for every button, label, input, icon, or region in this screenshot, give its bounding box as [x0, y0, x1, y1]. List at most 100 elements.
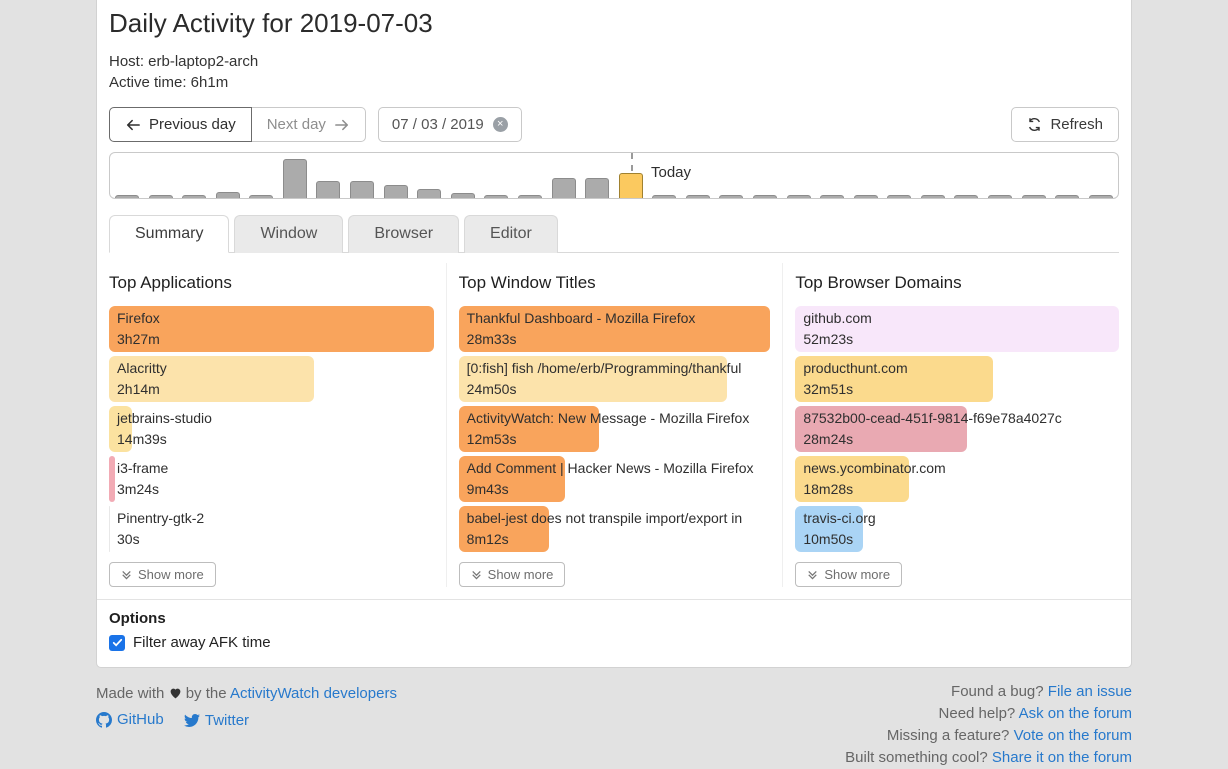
timeline-bar[interactable] [517, 195, 542, 198]
timeline-bar[interactable] [988, 195, 1013, 198]
usage-item[interactable]: 87532b00-cead-451f-9814-f69e78a4027c 28m2… [795, 406, 1119, 452]
usage-item[interactable]: Pinentry-gtk-2 30s [109, 506, 434, 552]
timeline-bar[interactable] [1021, 195, 1046, 198]
tab-editor[interactable]: Editor [464, 215, 558, 253]
host-line: Host: erb-laptop2-arch [109, 53, 259, 70]
refresh-button[interactable]: Refresh [1011, 107, 1119, 142]
usage-item[interactable]: jetbrains-studio 14m39s [109, 406, 434, 452]
date-input[interactable]: 07 / 03 / 2019 × [377, 107, 522, 142]
usage-bar [458, 456, 565, 502]
timeline-bar[interactable] [820, 195, 845, 198]
show-more-button[interactable]: Show more [795, 562, 903, 587]
divider [97, 599, 1131, 600]
usage-bar [458, 506, 550, 552]
previous-day-button[interactable]: Previous day [109, 107, 252, 142]
timeline-bar[interactable] [551, 178, 576, 198]
usage-bar [109, 356, 314, 402]
usage-bar [795, 456, 909, 502]
usage-bar [109, 406, 132, 452]
column-title: Top Browser Domains [795, 273, 962, 292]
share-on-forum-link[interactable]: Share it on the forum [991, 749, 1132, 766]
timeline-bar[interactable] [1088, 195, 1113, 198]
timeline-bar[interactable] [786, 195, 811, 198]
timeline-bar[interactable] [383, 185, 408, 198]
timeline-bar-today[interactable] [618, 173, 643, 198]
filter-afk-checkbox[interactable] [109, 634, 125, 651]
vote-on-forum-link[interactable]: Vote on the forum [1013, 727, 1132, 744]
usage-label: Pinentry-gtk-2 [117, 510, 205, 526]
usage-bar [458, 406, 599, 452]
timeline-bar[interactable] [215, 192, 240, 198]
usage-duration: 2h14m [117, 381, 160, 397]
twitter-link[interactable]: Twitter [204, 712, 250, 729]
usage-bar [109, 306, 434, 352]
usage-item[interactable]: babel-jest does not transpile import/exp… [458, 506, 771, 552]
timeline-bar[interactable] [249, 195, 274, 198]
timeline-bar[interactable] [853, 195, 878, 198]
usage-item[interactable]: [0:fish] fish /home/erb/Programming/than… [458, 356, 771, 402]
clear-date-icon[interactable]: × [492, 117, 508, 132]
timeline-bar[interactable] [920, 195, 945, 198]
usage-item[interactable]: github.com 52m23s [795, 306, 1119, 352]
timeline-bar[interactable] [752, 195, 777, 198]
usage-bar [795, 306, 1119, 352]
ask-on-forum-link[interactable]: Ask on the forum [1018, 705, 1132, 722]
usage-item[interactable]: Add Comment | Hacker News - Mozilla Fire… [458, 456, 771, 502]
chevron-double-down-icon [807, 569, 818, 580]
usage-item[interactable]: travis-ci.org 10m50s [795, 506, 1119, 552]
tab-summary[interactable]: Summary [109, 215, 230, 253]
developers-link[interactable]: ActivityWatch developers [229, 685, 397, 702]
usage-duration: 28m24s [803, 431, 854, 447]
show-more-button[interactable]: Show more [109, 562, 216, 587]
github-icon [96, 712, 112, 728]
timeline: Today [109, 152, 1119, 199]
active-time-line: Active time: 6h1m [109, 74, 229, 91]
timeline-bar[interactable] [417, 189, 442, 198]
date-value: 07 / 03 / 2019 [391, 116, 484, 133]
timeline-bar[interactable] [685, 195, 710, 198]
timeline-bar[interactable] [450, 193, 475, 198]
usage-duration: 18m28s [803, 481, 854, 497]
usage-item[interactable]: ActivityWatch: New Message - Mozilla Fir… [458, 406, 771, 452]
timeline-bar[interactable] [148, 195, 173, 198]
next-day-button[interactable]: Next day [250, 107, 366, 142]
timeline-bar[interactable] [282, 159, 307, 198]
usage-label: Add Comment | Hacker News - Mozilla Fire… [466, 460, 754, 476]
top-browser-domains-column: Top Browser Domains github.com 52m23s pro… [782, 263, 1119, 587]
footer: Made with by the ActivityWatch developer… [96, 681, 1132, 769]
usage-item[interactable]: news.ycombinator.com 18m28s [795, 456, 1119, 502]
timeline-bar[interactable] [585, 178, 610, 198]
column-title: Top Window Titles [458, 273, 596, 292]
filter-afk-option[interactable]: Filter away AFK time [109, 634, 1119, 651]
usage-item[interactable]: producthunt.com 32m51s [795, 356, 1119, 402]
timeline-bar[interactable] [954, 195, 979, 198]
file-an-issue-link[interactable]: File an issue [1047, 683, 1132, 700]
top-applications-column: Top Applications Firefox 3h27m Alacritty 2… [109, 263, 446, 587]
timeline-bar[interactable] [484, 195, 509, 198]
footer-right: Found a bug? File an issue Need help? As… [845, 681, 1132, 769]
timeline-bar[interactable] [316, 181, 341, 198]
footer-left: Made with by the ActivityWatch developer… [96, 681, 397, 769]
timeline-bar[interactable] [182, 195, 207, 198]
usage-label: 87532b00-cead-451f-9814-f69e78a4027c [803, 410, 1062, 426]
show-more-button[interactable]: Show more [458, 562, 566, 587]
github-link[interactable]: GitHub [117, 711, 164, 728]
timeline-bar[interactable] [887, 195, 912, 198]
main-card: Daily Activity for 2019-07-03 Host: erb-… [96, 0, 1132, 668]
timeline-bar[interactable] [652, 195, 677, 198]
usage-item[interactable]: Firefox 3h27m [109, 306, 434, 352]
timeline-bar[interactable] [719, 195, 744, 198]
tab-window[interactable]: Window [234, 215, 344, 253]
usage-bar [795, 506, 864, 552]
usage-item[interactable]: i3-frame 3m24s [109, 456, 434, 502]
timeline-bar[interactable] [1055, 195, 1080, 198]
tab-browser[interactable]: Browser [348, 215, 460, 253]
timeline-bar[interactable] [350, 181, 375, 198]
usage-item[interactable]: Alacritty 2h14m [109, 356, 434, 402]
timeline-bar[interactable] [115, 195, 139, 198]
arrow-left-icon [125, 118, 141, 132]
footer-help-line: Need help? Ask on the forum [938, 705, 1132, 722]
usage-item[interactable]: Thankful Dashboard - Mozilla Firefox 28m3… [458, 306, 771, 352]
social-line: GitHub Twitter [96, 707, 397, 737]
usage-bar [458, 306, 771, 352]
